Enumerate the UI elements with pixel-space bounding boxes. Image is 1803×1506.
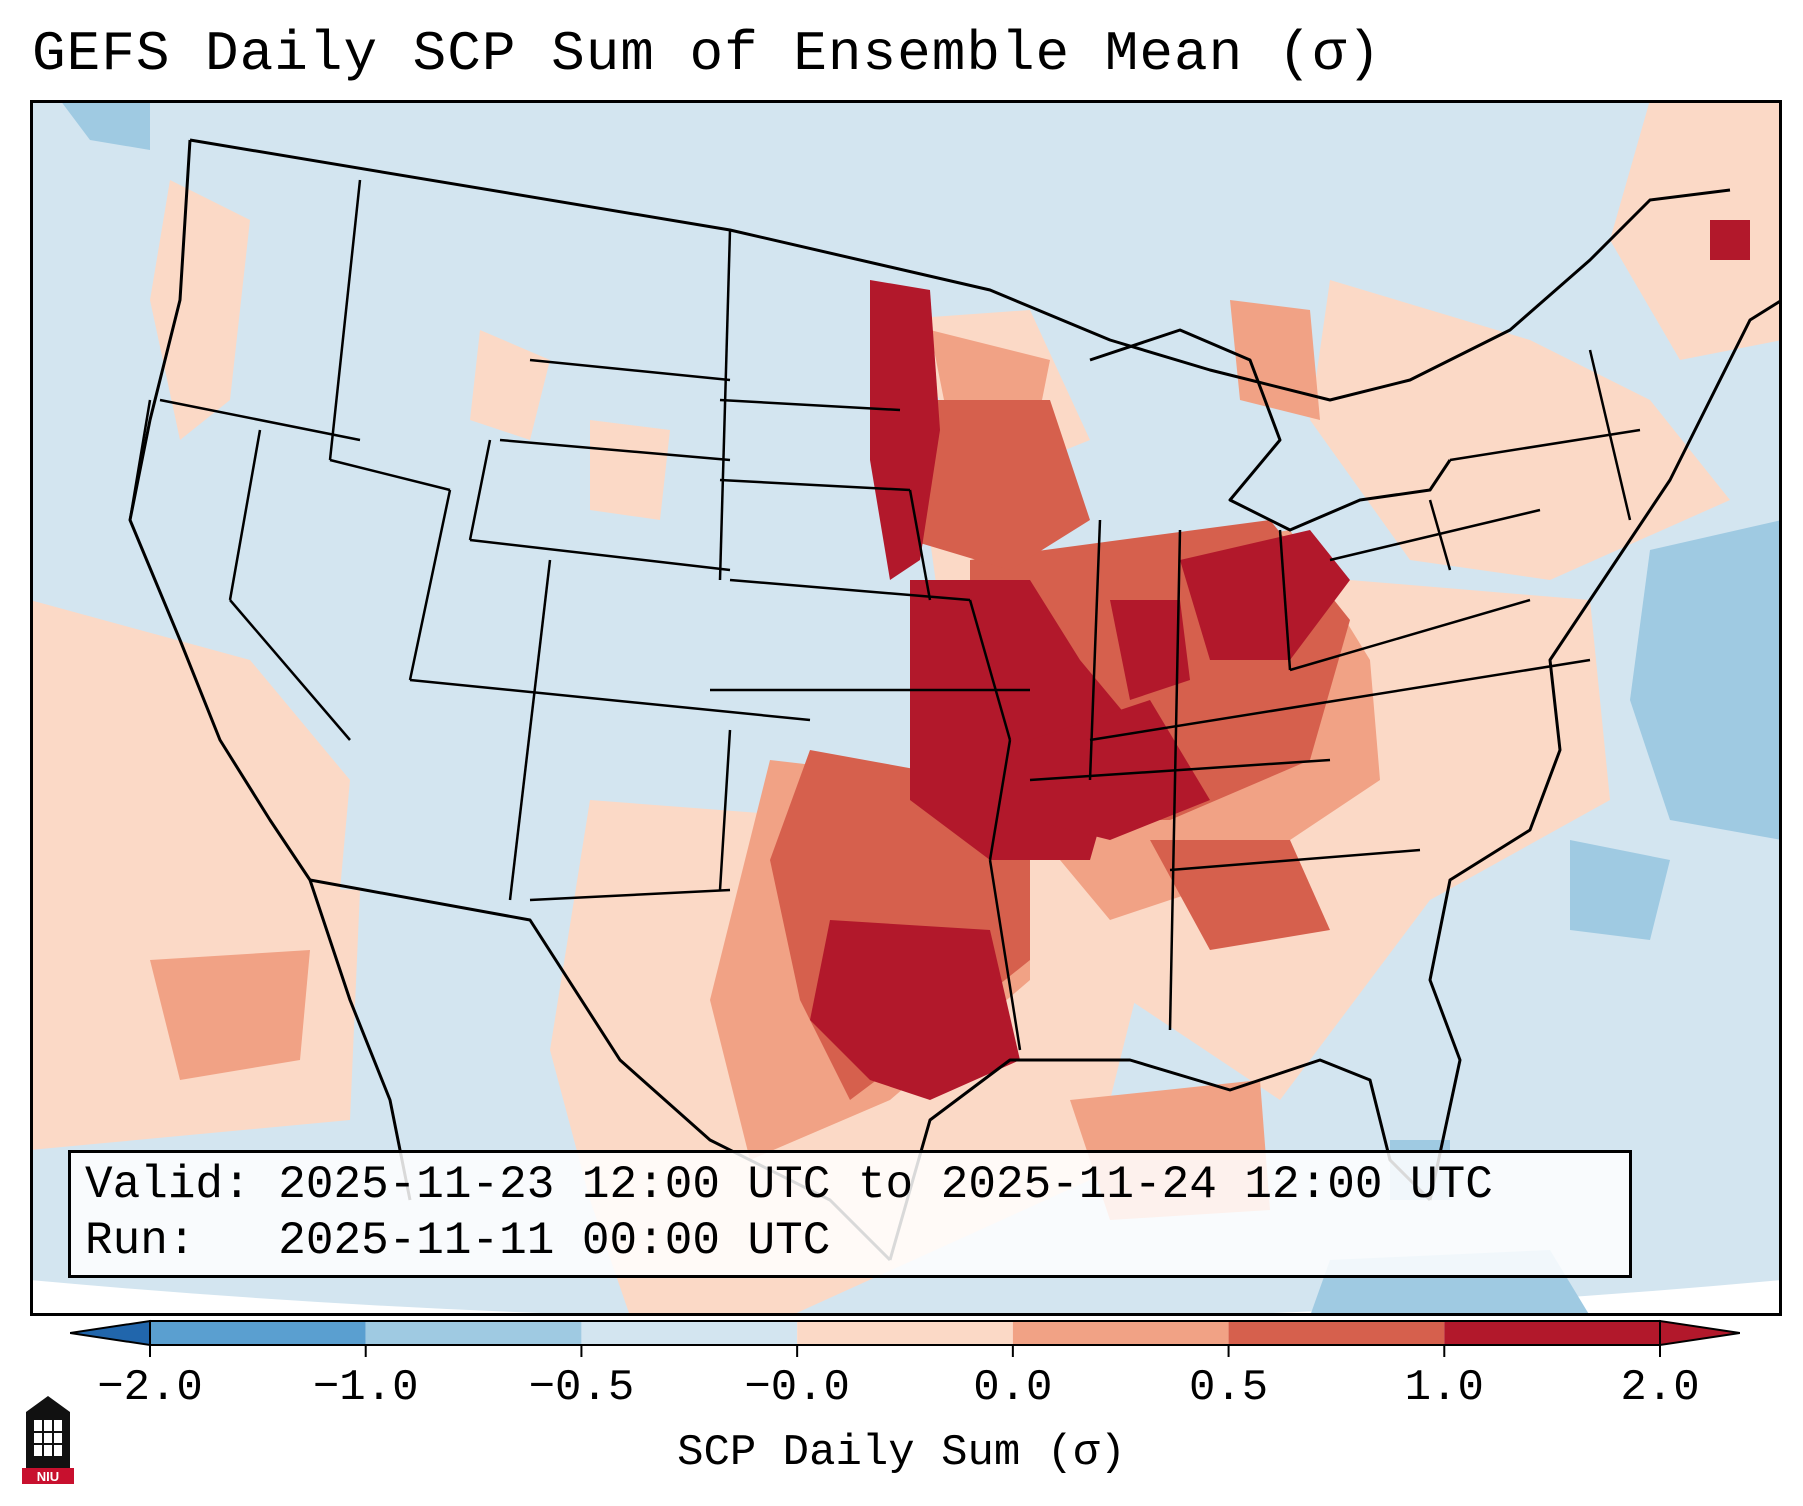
west-coast <box>128 139 412 1201</box>
canada-border <box>189 138 1731 402</box>
colorbar-tick-label: 0.0 <box>973 1363 1053 1413</box>
map-title: GEFS Daily SCP Sum of Ensemble Mean (σ) <box>32 22 1382 86</box>
colorbar-segment <box>150 1321 366 1345</box>
boundaries <box>128 138 1782 1262</box>
run-time: 2025-11-11 00:00 UTC <box>278 1215 831 1267</box>
colorbar-tick-label: −0.0 <box>744 1363 850 1413</box>
niu-logo: NIU <box>22 1396 74 1484</box>
projection-edge <box>30 1280 1782 1316</box>
colorbar-segment <box>1012 1321 1229 1345</box>
colorbar-label: SCP Daily Sum (σ) <box>677 1428 1126 1478</box>
colorbar-segment <box>797 1321 1013 1345</box>
run-label: Run: <box>85 1215 196 1267</box>
niu-logo-text: NIU <box>37 1469 59 1484</box>
colorbar-tick-label: 1.0 <box>1404 1363 1484 1413</box>
great-lakes <box>1089 328 1452 532</box>
valid-time: 2025-11-23 12:00 UTC to 2025-11-24 12:00… <box>278 1159 1493 1211</box>
colorbar-tick-label: 0.5 <box>1188 1363 1269 1413</box>
state-lines <box>128 179 1641 1051</box>
colorbar-segment <box>1444 1321 1660 1345</box>
colorbar-arrow-left <box>70 1319 151 1347</box>
colorbar-segment <box>1228 1321 1445 1345</box>
field-very-strong-positive <box>810 220 1750 1100</box>
valid-label: Valid: <box>85 1159 251 1211</box>
scp-map <box>30 100 1782 1316</box>
colorbar-tick-label: −2.0 <box>97 1363 203 1413</box>
colorbar-tick-label: −1.0 <box>312 1363 419 1413</box>
colorbar <box>70 1319 1740 1357</box>
colorbar-segment <box>365 1321 582 1345</box>
east-coast <box>1428 298 1782 1201</box>
validity-info-box: Valid: 2025-11-23 12:00 UTC to 2025-11-2… <box>68 1150 1632 1278</box>
gulf-coast <box>888 1058 1432 1261</box>
colorbar-tick-label: 2.0 <box>1620 1363 1700 1413</box>
colorbar-segment <box>581 1321 798 1345</box>
colorbar-arrow-right <box>1659 1319 1740 1347</box>
colorbar-tick-label: −0.5 <box>528 1363 635 1413</box>
